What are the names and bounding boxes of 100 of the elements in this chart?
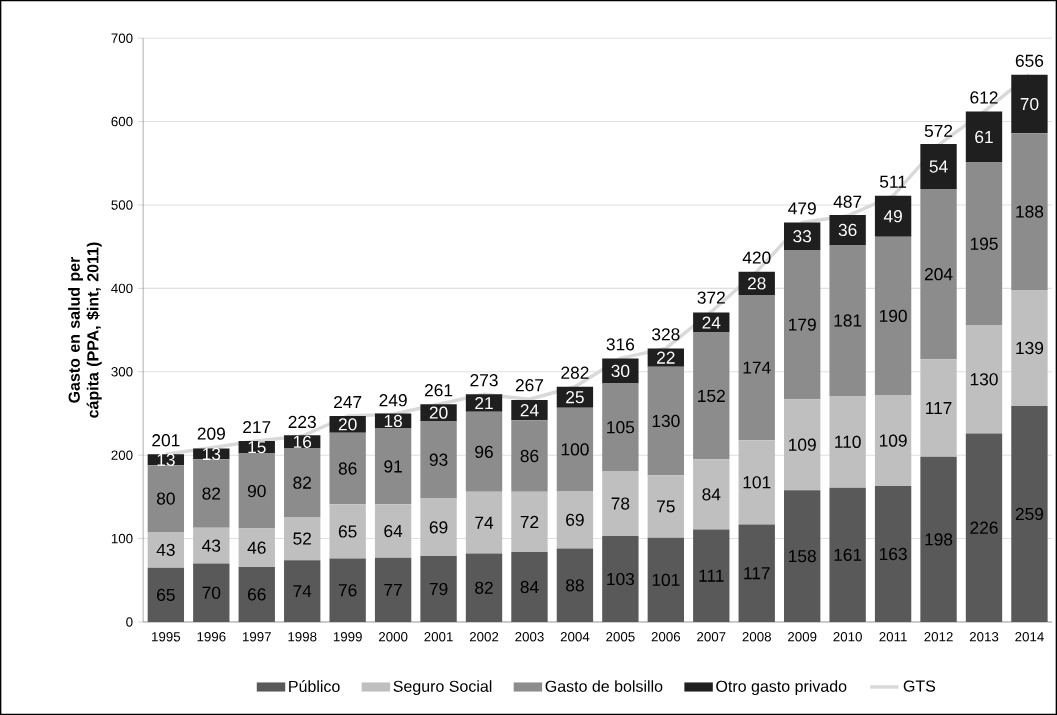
data-label: 82 [475, 581, 493, 594]
data-label: 66 [248, 588, 266, 601]
data-label: 188 [1016, 205, 1044, 218]
data-label: 226 [970, 521, 998, 534]
bar [238, 453, 275, 529]
bar [465, 411, 503, 492]
data-label: 273 [470, 374, 498, 387]
data-label: 259 [1015, 507, 1044, 521]
y-tick-label: 100 [111, 533, 133, 544]
bar [602, 536, 639, 622]
bar [874, 395, 912, 486]
bar [420, 498, 457, 557]
x-tick-label: 2002 [469, 631, 499, 642]
bar [238, 528, 275, 567]
bar [829, 487, 866, 622]
data-label: 46 [247, 541, 266, 554]
data-label: 13 [202, 447, 221, 460]
data-label: 36 [838, 223, 857, 237]
data-label: 22 [657, 351, 675, 364]
data-label: 316 [606, 338, 635, 351]
data-label: 16 [293, 435, 312, 448]
x-tick-label: 2000 [378, 631, 408, 642]
data-label: 82 [202, 487, 221, 500]
legend-label: Gasto de bolsillo [545, 680, 663, 692]
bar [465, 394, 503, 412]
bar [420, 556, 457, 622]
bar [1011, 74, 1048, 134]
data-label: 70 [202, 586, 221, 599]
x-tick-label: 2008 [742, 631, 771, 642]
bar [965, 111, 1003, 163]
data-label: 88 [566, 579, 584, 592]
data-label: 572 [924, 124, 953, 137]
bar [602, 383, 639, 471]
data-label: 261 [424, 384, 453, 397]
bar [693, 332, 730, 460]
data-label: 109 [789, 438, 816, 451]
bar [193, 527, 230, 564]
bar [647, 537, 685, 622]
bar [374, 428, 412, 505]
bar [1011, 289, 1048, 406]
data-label: 249 [379, 394, 407, 407]
data-label: 64 [384, 524, 403, 538]
data-label: 158 [789, 549, 816, 563]
legend-label: GTS [903, 680, 936, 692]
data-label: 84 [702, 488, 721, 501]
bar [465, 491, 503, 554]
legend-label: Público [289, 680, 340, 692]
bar [374, 557, 412, 622]
data-label: 217 [243, 420, 271, 434]
data-label: 77 [384, 583, 402, 596]
data-label: 111 [699, 569, 724, 582]
bar [511, 400, 548, 421]
data-label: 209 [197, 427, 225, 440]
data-label: 110 [835, 435, 861, 448]
x-tick-label: 2007 [697, 631, 726, 642]
data-label: 65 [338, 525, 357, 538]
bar [829, 244, 866, 396]
bar [965, 162, 1003, 326]
bar [329, 558, 366, 622]
data-label: 20 [338, 418, 357, 431]
data-label: 20 [429, 406, 448, 419]
bar [329, 504, 366, 559]
x-tick-label: 2006 [651, 631, 681, 642]
data-label: 86 [520, 449, 539, 463]
data-label: 28 [747, 277, 766, 290]
data-label: 190 [879, 309, 907, 322]
data-label: 82 [293, 476, 311, 489]
data-label: 612 [970, 91, 998, 104]
data-label: 201 [152, 434, 180, 447]
bar [420, 404, 457, 421]
x-tick-label: 1997 [242, 631, 271, 642]
x-tick-label: 1996 [197, 631, 226, 642]
data-label: 30 [611, 364, 630, 378]
data-label: 69 [566, 513, 584, 526]
x-tick-label: 2014 [1015, 631, 1044, 642]
data-label: 223 [288, 415, 316, 428]
bar [829, 395, 866, 488]
bar [920, 456, 957, 622]
data-label: 130 [652, 414, 680, 428]
legend-label: Seguro Social [393, 680, 492, 696]
x-tick-label: 2013 [969, 631, 999, 642]
data-label: 25 [566, 391, 584, 404]
bar [874, 195, 912, 237]
bar [147, 465, 185, 532]
bar [556, 548, 594, 622]
y-tick-label: 700 [111, 33, 133, 43]
data-label: 198 [925, 533, 953, 546]
x-tick-label: 2001 [424, 631, 453, 642]
data-label: 15 [248, 441, 266, 454]
bar [556, 490, 594, 549]
bar [284, 448, 321, 517]
data-label: 163 [879, 547, 907, 561]
data-label: 328 [652, 328, 680, 341]
bar [329, 415, 366, 433]
data-label: 52 [293, 532, 311, 545]
bar [374, 504, 412, 558]
bar [329, 432, 366, 505]
bar [556, 407, 594, 491]
data-label: 96 [475, 445, 493, 458]
x-tick-label: 1999 [333, 631, 362, 642]
